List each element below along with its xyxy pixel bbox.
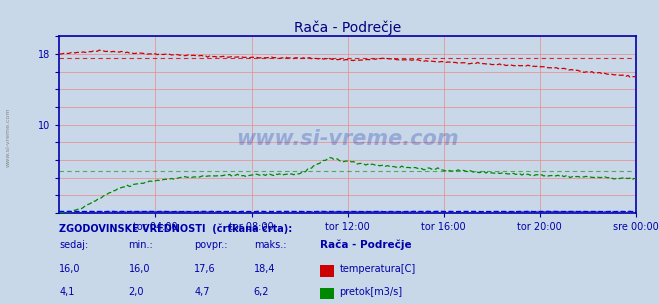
Text: sedaj:: sedaj: <box>59 240 88 250</box>
Title: Rača - Podrečje: Rača - Podrečje <box>294 21 401 35</box>
Text: maks.:: maks.: <box>254 240 286 250</box>
Text: 6,2: 6,2 <box>254 287 270 297</box>
Text: 2,0: 2,0 <box>129 287 144 297</box>
Text: povpr.:: povpr.: <box>194 240 228 250</box>
Text: temperatura[C]: temperatura[C] <box>339 264 416 274</box>
Text: www.si-vreme.com: www.si-vreme.com <box>237 129 459 149</box>
Text: Rača - Podrečje: Rača - Podrečje <box>320 239 411 250</box>
Text: 4,7: 4,7 <box>194 287 210 297</box>
Text: 16,0: 16,0 <box>59 264 81 274</box>
Text: 18,4: 18,4 <box>254 264 275 274</box>
Text: 16,0: 16,0 <box>129 264 150 274</box>
Text: 17,6: 17,6 <box>194 264 216 274</box>
Text: 4,1: 4,1 <box>59 287 74 297</box>
Text: ZGODOVINSKE VREDNOSTI  (črtkana črta):: ZGODOVINSKE VREDNOSTI (črtkana črta): <box>59 223 293 234</box>
Text: www.si-vreme.com: www.si-vreme.com <box>5 107 11 167</box>
Text: min.:: min.: <box>129 240 154 250</box>
Text: pretok[m3/s]: pretok[m3/s] <box>339 287 403 297</box>
